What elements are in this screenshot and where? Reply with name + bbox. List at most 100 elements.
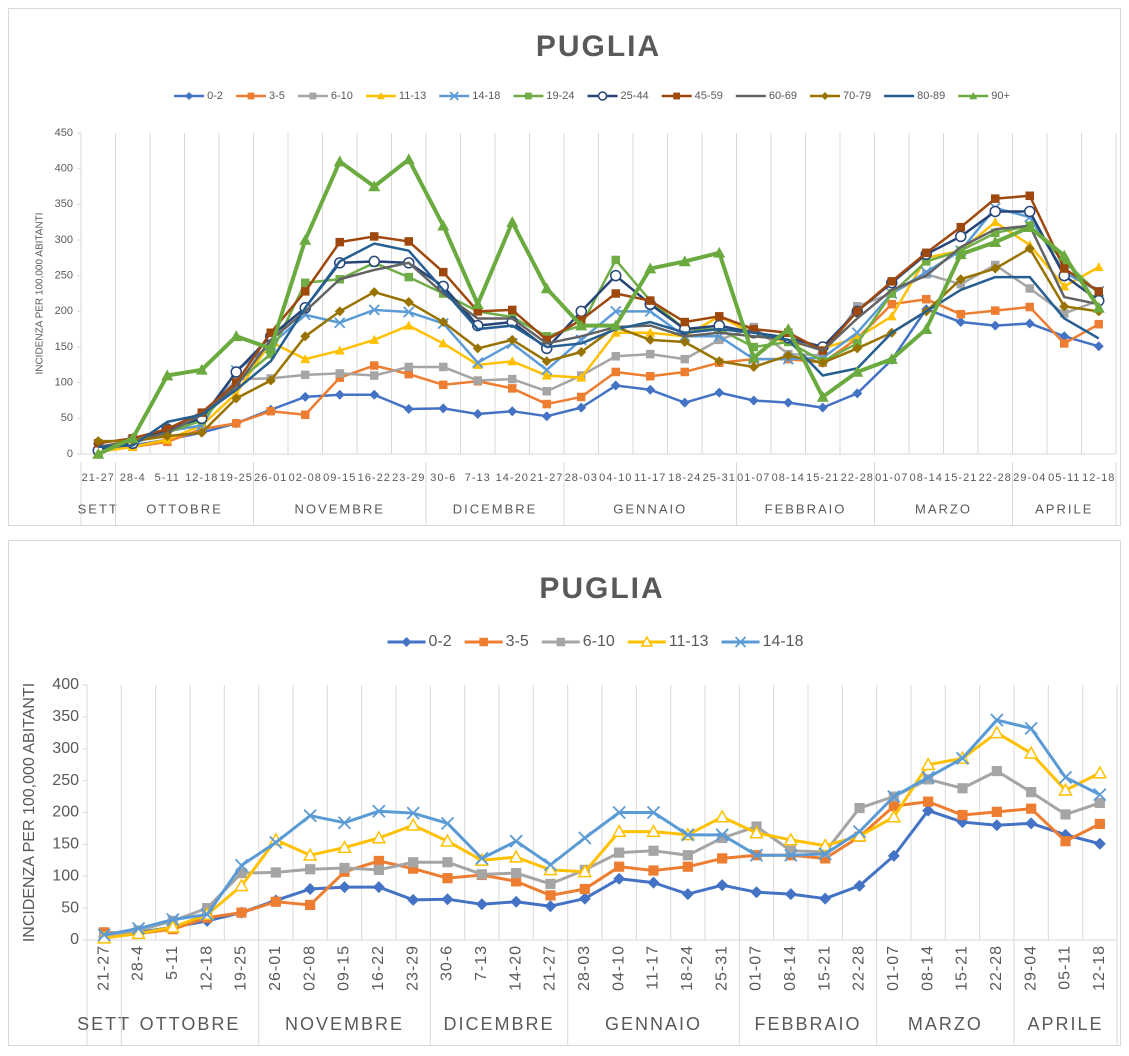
marker (302, 847, 318, 861)
month-label: NOVEMBRE (295, 501, 385, 516)
marker (783, 350, 794, 361)
marker (613, 872, 626, 885)
marker (1060, 264, 1069, 273)
marker (1060, 309, 1069, 318)
marker (231, 393, 242, 404)
x-tick-label: 25-31 (713, 945, 730, 991)
y-tick-label: 400 (55, 163, 73, 175)
legend-label: 45-59 (695, 90, 723, 102)
marker (851, 327, 863, 339)
y-tick-label: 450 (55, 127, 73, 139)
marker (338, 881, 351, 894)
marker (820, 846, 831, 858)
marker (614, 847, 625, 858)
marker (408, 857, 419, 868)
marker (853, 879, 866, 892)
x-tick-label: 22-28 (841, 472, 874, 484)
x-tick-label: 22-28 (988, 945, 1005, 991)
marker (990, 713, 1004, 727)
marker (543, 862, 558, 876)
marker (1059, 301, 1070, 312)
marker (1024, 721, 1038, 735)
marker (576, 402, 587, 413)
marker (578, 831, 592, 845)
x-tick-label: 15-21 (944, 472, 977, 484)
marker (197, 408, 206, 417)
marker (646, 349, 655, 359)
marker (679, 337, 690, 348)
marker (335, 237, 344, 247)
x-tick-label: 08-14 (772, 472, 805, 484)
month-label: MARZO (908, 1014, 983, 1034)
marker (1058, 249, 1071, 261)
marker (645, 327, 656, 337)
marker (269, 835, 283, 850)
marker (97, 928, 111, 942)
marker (577, 392, 586, 402)
line (98, 247, 1099, 443)
marker (369, 334, 380, 344)
marker (714, 387, 725, 398)
marker (403, 404, 414, 415)
x-tick-label: 28-4 (120, 472, 146, 484)
line (103, 769, 1101, 939)
marker (991, 765, 1002, 777)
marker (369, 287, 380, 298)
line (98, 242, 1100, 449)
x-tick-label: 29-04 (1022, 945, 1039, 991)
x-tick-label: 25-31 (703, 472, 736, 484)
month-label: OTTOBRE (140, 1014, 241, 1034)
marker (920, 757, 936, 771)
x-tick-label: 28-03 (576, 945, 593, 991)
y-tick-label: 50 (61, 899, 79, 916)
x-tick-label: 02-08 (289, 472, 322, 484)
marker (920, 323, 933, 334)
marker (440, 833, 455, 847)
marker (370, 371, 379, 380)
legend-label: 80-89 (917, 90, 945, 102)
marker (645, 384, 656, 395)
marker (1092, 301, 1105, 313)
marker (852, 388, 863, 399)
x-tick-label: 18-24 (668, 472, 701, 484)
marker (510, 895, 523, 908)
marker (1094, 319, 1103, 329)
marker (647, 876, 660, 889)
marker (373, 864, 384, 875)
marker (680, 367, 689, 377)
marker (955, 751, 970, 765)
month-label: MARZO (915, 501, 972, 516)
marker (439, 267, 448, 277)
marker (185, 92, 194, 100)
x-tick-label: 12-18 (185, 472, 218, 484)
marker (301, 278, 310, 288)
line (103, 718, 1101, 937)
marker (407, 893, 420, 906)
marker (1060, 809, 1071, 820)
marker (612, 805, 626, 820)
x-tick-label: 01-07 (885, 945, 902, 991)
marker (1093, 788, 1107, 802)
marker (305, 864, 316, 875)
marker (162, 431, 173, 442)
marker (1024, 243, 1035, 254)
marker (923, 796, 934, 807)
marker (195, 363, 208, 375)
x-tick-label: 01-07 (737, 472, 770, 484)
marker (989, 725, 1005, 739)
marker (576, 346, 587, 357)
x-tick-label: 22-28 (851, 945, 868, 991)
marker (1026, 787, 1037, 798)
month-label: SETT (77, 1014, 131, 1034)
marker (922, 804, 935, 817)
marker (333, 155, 346, 167)
marker (440, 816, 455, 830)
marker (991, 228, 1000, 238)
marker (921, 770, 935, 785)
y-axis-title: INCIDENZA PER 100,000 ABITANTI (35, 212, 46, 374)
month-label: OTTOBRE (146, 501, 223, 516)
marker (714, 356, 725, 367)
marker (230, 330, 243, 342)
marker (1059, 281, 1070, 291)
marker (299, 234, 312, 245)
